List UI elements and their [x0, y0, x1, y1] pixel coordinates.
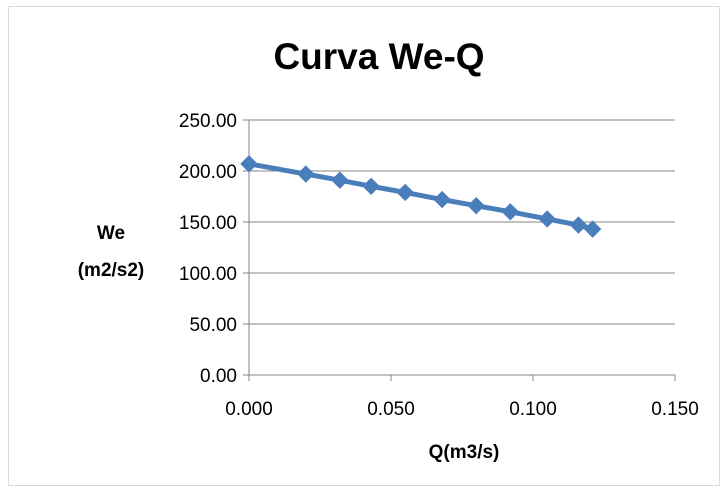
y-tick-label: 250.00: [179, 111, 237, 132]
chart-title: Curva We-Q: [273, 36, 484, 77]
data-point-marker: [362, 177, 380, 196]
x-axis-title: Q(m3/s): [429, 442, 500, 463]
data-point-marker: [433, 190, 451, 209]
data-point-marker: [297, 165, 315, 183]
data-point-marker: [569, 216, 588, 234]
data-point-marker: [583, 220, 602, 238]
y-tick-label: 150.00: [179, 213, 237, 234]
y-tick-label: 100.00: [179, 264, 237, 285]
data-point-marker: [467, 196, 485, 215]
y-tick-label: 0.00: [200, 366, 237, 387]
data-markers: [240, 155, 602, 238]
data-point-marker: [501, 203, 519, 221]
y-tick-label: 50.00: [189, 315, 237, 336]
x-tick-label: 0.150: [651, 399, 699, 420]
gridlines: [249, 119, 675, 325]
axes: [243, 119, 676, 381]
x-tick-label: 0.050: [367, 399, 415, 420]
data-point-marker: [538, 210, 556, 228]
y-tick-label: 200.00: [179, 162, 237, 183]
chart-area: Curva We-Q 0.00 50.00 100.00 150.00 200.00 25…: [8, 6, 720, 486]
data-point-marker: [331, 171, 349, 189]
x-tick-label: 0.000: [225, 399, 273, 420]
data-point-marker: [240, 155, 258, 173]
x-tick-label: 0.100: [509, 399, 557, 420]
data-point-marker: [396, 183, 414, 202]
y-axis-title-line2: (m2/s2): [78, 260, 145, 281]
chart-svg: Curva We-Q 0.00 50.00 100.00 150.00 200.00 25…: [78, 36, 699, 463]
tick-labels: 0.00 50.00 100.00 150.00 200.00 250.00 0.000 0.…: [179, 111, 699, 420]
y-axis-title-line1: We: [97, 223, 125, 244]
